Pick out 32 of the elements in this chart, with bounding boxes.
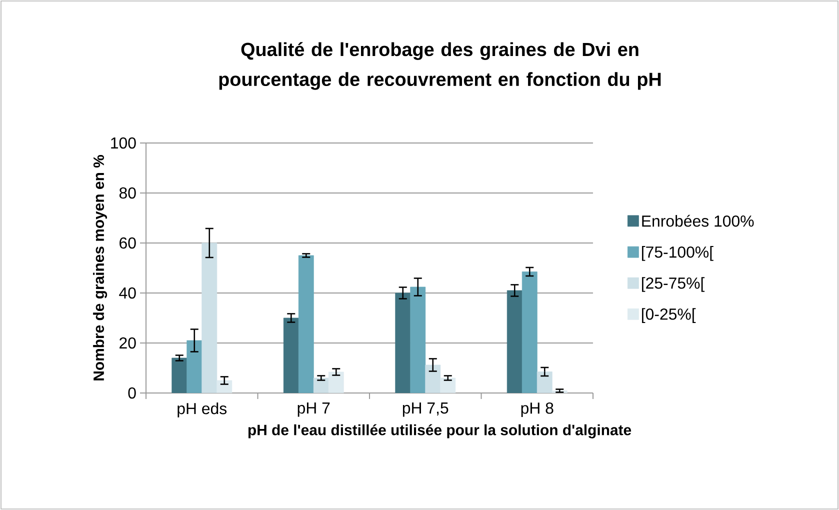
legend-label: [25-75%[	[642, 277, 705, 292]
bar	[216, 380, 232, 393]
bar	[395, 292, 411, 393]
x-tick-label: pH eds	[178, 402, 227, 418]
bar	[202, 242, 218, 393]
y-tick-label: 100	[111, 137, 136, 149]
y-tick-label: 0	[128, 387, 136, 399]
bar	[313, 378, 329, 393]
bar	[440, 378, 456, 393]
x-axis-title: pH de l'eau distillée utilisée pour la solution d'alginate	[248, 424, 632, 438]
bar	[410, 286, 426, 393]
bar	[536, 372, 552, 393]
x-tick-label: pH 8	[521, 402, 554, 417]
x-tick-label: pH 7	[298, 402, 330, 417]
chart-title: Qualité de l'enrobage des graines de Dvi en pourcentage de recouvrement en fonction du pH	[219, 42, 661, 90]
legend-label: [0-25%[	[642, 308, 696, 323]
y-tick-label: 80	[119, 187, 136, 199]
y-tick-label: 40	[119, 287, 136, 299]
legend-label: [75-100%[	[642, 246, 714, 261]
bar	[328, 372, 344, 393]
bar	[425, 364, 441, 393]
y-tick-label: 20	[120, 337, 136, 349]
bar	[186, 340, 202, 393]
bar	[283, 318, 299, 393]
y-axis-title: Nombre de graines moyen en %	[93, 155, 108, 380]
bar	[298, 255, 314, 393]
bar	[522, 272, 538, 393]
bar	[172, 358, 188, 393]
bar	[506, 290, 522, 393]
y-tick-label: 60	[120, 237, 136, 249]
x-tick-label: pH 7,5	[402, 402, 448, 417]
legend-label: Enrobées 100%	[642, 214, 754, 227]
